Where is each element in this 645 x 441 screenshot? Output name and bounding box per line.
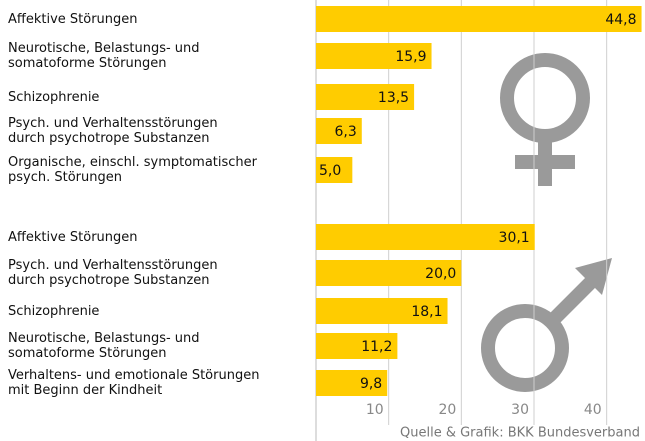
bar — [316, 84, 415, 110]
bar — [316, 298, 448, 324]
value-label: 20,0 — [425, 266, 456, 282]
female-symbol — [500, 53, 590, 186]
x-tick-label: 40 — [584, 402, 602, 418]
source: Quelle & Grafik: BKK Bundesverband — [400, 426, 640, 441]
male-arrow — [575, 258, 612, 295]
x-tick-label: 10 — [366, 402, 384, 418]
value-label: 9,8 — [360, 376, 382, 392]
category-label: Affektive Störungen — [8, 229, 138, 245]
value-label: 11,2 — [361, 339, 392, 355]
category-label: Neurotische, Belastungs- und somatoforme… — [8, 41, 200, 71]
x-tick-label: 20 — [439, 402, 457, 418]
category-label: Schizophrenie — [8, 89, 100, 105]
bar — [316, 370, 388, 396]
bar — [316, 43, 432, 69]
bar — [316, 333, 398, 359]
category-label: Verhaltens- und emotionale Störungen mit… — [8, 368, 260, 398]
category-label: Affektive Störungen — [8, 11, 138, 27]
bar — [316, 157, 353, 183]
category-label: Neurotische, Belastungs- und somatoforme… — [8, 331, 200, 361]
value-label: 30,1 — [499, 230, 530, 246]
category-label: Organische, einschl. symptomatischer psy… — [8, 155, 257, 185]
value-label: 15,9 — [395, 49, 426, 65]
value-label: 6,3 — [335, 124, 357, 140]
value-label: 13,5 — [378, 90, 409, 106]
bar — [316, 260, 462, 286]
x-tick-label: 30 — [511, 402, 529, 418]
category-label: Schizophrenie — [8, 303, 100, 319]
category-label: Psych. und Verhaltensstörungen durch psy… — [8, 258, 218, 288]
value-label: 5,0 — [319, 163, 341, 179]
bar — [316, 6, 642, 32]
value-label: 44,8 — [605, 12, 636, 28]
value-label: 18,1 — [411, 304, 442, 320]
male-symbol — [481, 273, 600, 392]
bar — [316, 118, 362, 144]
category-label: Psych. und Verhaltensstörungen durch psy… — [8, 116, 218, 146]
bar — [316, 224, 535, 250]
